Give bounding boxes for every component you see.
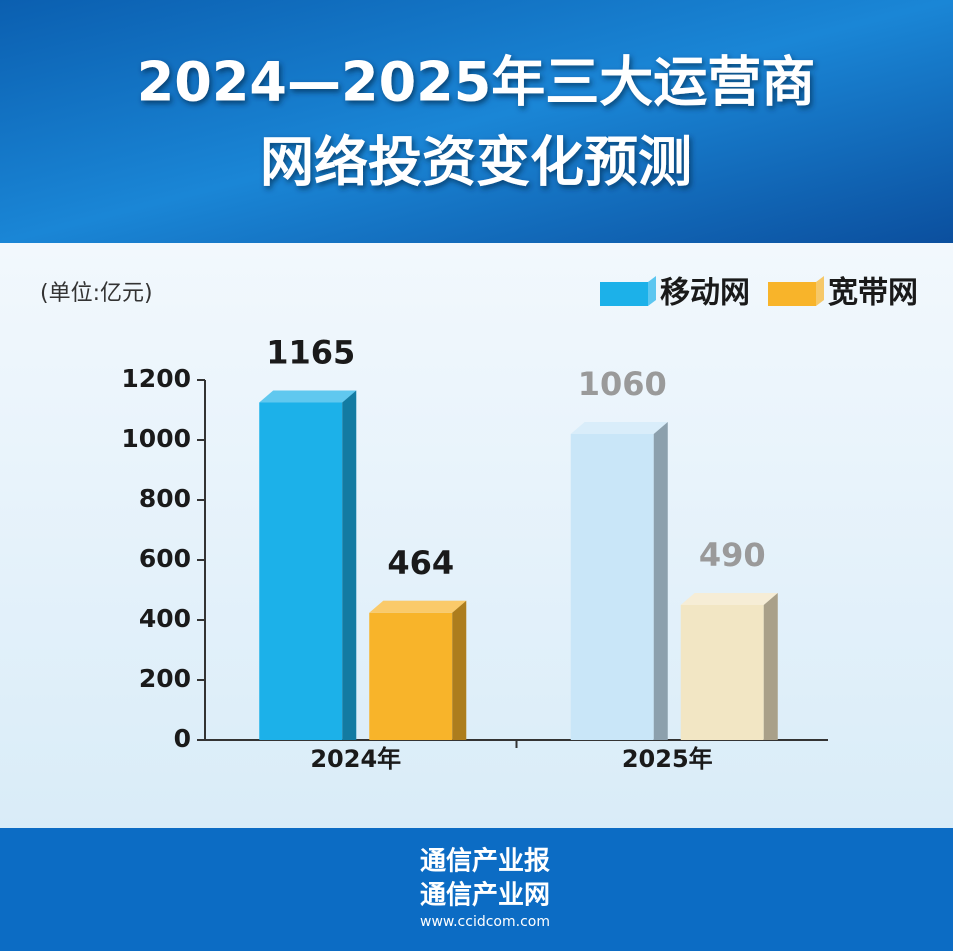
bar-top-shade bbox=[570, 422, 668, 434]
footer-band bbox=[0, 828, 953, 951]
bar bbox=[680, 605, 764, 740]
value-label: 464 bbox=[387, 544, 454, 582]
value-label: 1165 bbox=[266, 334, 355, 372]
bar-top-shade bbox=[680, 593, 778, 605]
y-tick-label: 600 bbox=[139, 544, 191, 573]
bar-top bbox=[570, 422, 668, 434]
bar-side-shade bbox=[653, 422, 668, 740]
bar-side-shade bbox=[452, 600, 467, 740]
legend-swatch-side bbox=[648, 276, 656, 306]
chart-background bbox=[0, 243, 953, 828]
header-band bbox=[0, 0, 953, 243]
y-tick-label: 800 bbox=[139, 484, 191, 513]
y-tick-label: 0 bbox=[174, 724, 191, 753]
x-tick-label: 2025年 bbox=[622, 745, 713, 773]
legend-label: 宽带网 bbox=[828, 276, 918, 311]
y-tick-label: 1000 bbox=[121, 424, 191, 453]
bar-top-shade bbox=[259, 390, 357, 403]
title-line: 网络投资变化预测 bbox=[260, 131, 692, 194]
legend-label: 移动网 bbox=[660, 276, 750, 311]
bar bbox=[369, 612, 453, 740]
bar bbox=[259, 402, 343, 740]
legend-swatch bbox=[768, 282, 816, 306]
bar-top-shade bbox=[369, 600, 467, 613]
legend-swatch bbox=[600, 282, 648, 306]
bar-top bbox=[369, 600, 467, 613]
title-line: 2024—2025年三大运营商 bbox=[137, 51, 816, 114]
y-tick-label: 200 bbox=[139, 664, 191, 693]
y-tick-label: 1200 bbox=[121, 364, 191, 393]
bar-top bbox=[680, 593, 778, 605]
bar-side-shade bbox=[763, 593, 778, 740]
footer-brand: 通信产业报 bbox=[420, 846, 550, 877]
x-tick-label: 2024年 bbox=[310, 745, 401, 773]
bar-top bbox=[259, 390, 357, 403]
bar-side-shade bbox=[342, 390, 357, 740]
y-tick-label: 400 bbox=[139, 604, 191, 633]
legend-swatch-side bbox=[816, 276, 824, 306]
value-label: 490 bbox=[699, 536, 766, 574]
footer-url: www.ccidcom.com bbox=[420, 914, 550, 930]
bar-side bbox=[342, 390, 357, 740]
bar-side bbox=[763, 593, 778, 740]
unit-label: (单位:亿元) bbox=[40, 281, 153, 306]
footer-brand: 通信产业网 bbox=[420, 881, 550, 911]
bar-side bbox=[452, 600, 467, 740]
value-label: 1060 bbox=[578, 365, 667, 403]
bar bbox=[570, 434, 654, 740]
bar-side bbox=[653, 422, 668, 740]
